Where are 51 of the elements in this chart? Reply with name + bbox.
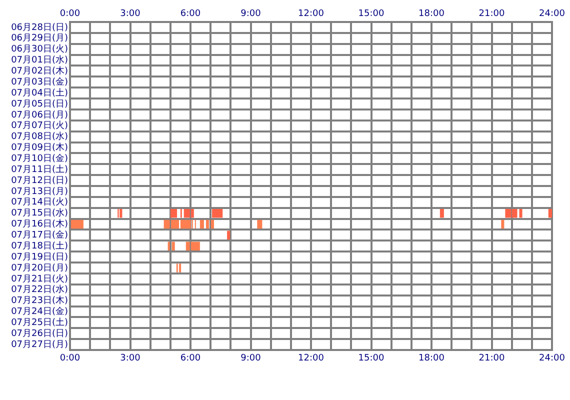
y-tick-label: 07月12日(日) bbox=[11, 176, 68, 186]
x-tick-label: 24:00 bbox=[539, 8, 566, 19]
x-tick-label: 6:00 bbox=[180, 8, 201, 19]
y-tick-label: 07月17日(金) bbox=[11, 230, 68, 241]
y-tick-label: 07月03日(金) bbox=[11, 76, 68, 88]
y-tick-label: 07月26日(日) bbox=[11, 328, 68, 339]
x2-tick-label: 6:00 bbox=[180, 354, 201, 364]
bar bbox=[71, 220, 84, 229]
y-tick-label: 07月27日(月) bbox=[11, 340, 68, 350]
y-tick-label: 07月18日(土) bbox=[11, 240, 68, 252]
y-tick-label: 07月25日(土) bbox=[11, 317, 68, 328]
y-tick-label: 07月19日(日) bbox=[11, 252, 68, 262]
y-tick-label: 06月29日(月) bbox=[11, 34, 68, 44]
x-tick-label: 3:00 bbox=[120, 8, 141, 19]
y-tick-label: 07月16日(木) bbox=[11, 218, 68, 230]
y-tick-label: 07月10日(金) bbox=[11, 153, 68, 164]
y-tick-label: 07月04日(土) bbox=[11, 87, 68, 98]
y-tick-label: 07月23日(木) bbox=[11, 295, 68, 306]
x2-tick-label: 0:00 bbox=[60, 354, 80, 364]
x2-tick-label: 24:00 bbox=[539, 354, 566, 364]
bar bbox=[172, 242, 175, 251]
x-tick-label: 18:00 bbox=[418, 8, 445, 19]
y-tick-label: 07月02日(木) bbox=[11, 66, 68, 77]
y-tick-label: 06月28日(日) bbox=[11, 22, 68, 33]
y-tick-label: 07月15日(水) bbox=[11, 208, 68, 219]
y-tick-label: 07月14日(火) bbox=[11, 196, 68, 208]
y-tick-label: 07月13日(月) bbox=[11, 186, 68, 197]
x2-tick-label: 9:00 bbox=[240, 354, 262, 364]
x2-tick-label: 3:00 bbox=[120, 354, 141, 364]
x-tick-label: 12:00 bbox=[298, 8, 324, 19]
y-tick-label: 07月21日(火) bbox=[11, 273, 68, 284]
y-tick-label: 07月20日(月) bbox=[11, 263, 68, 274]
y-tick-label: 07月05日(日) bbox=[11, 99, 68, 110]
bar bbox=[548, 208, 552, 218]
x-tick-label: 9:00 bbox=[240, 8, 262, 19]
y-tick-label: 07月08日(水) bbox=[11, 131, 68, 142]
x-tick-label: 21:00 bbox=[478, 8, 505, 19]
y-tick-label: 07月24日(金) bbox=[11, 306, 68, 318]
y-tick-label: 06月30日(火) bbox=[11, 44, 68, 55]
y-tick-label: 07月01日(水) bbox=[11, 54, 68, 66]
y-tick-label: 07月22日(水) bbox=[11, 284, 68, 296]
x2-tick-label: 18:00 bbox=[418, 354, 445, 364]
y-tick-label: 07月06日(月) bbox=[11, 110, 68, 120]
x2-tick-label: 15:00 bbox=[358, 354, 384, 364]
x2-tick-label: 12:00 bbox=[298, 354, 324, 364]
y-tick-label: 07月11日(土) bbox=[11, 164, 68, 175]
y-tick-label: 07月09日(木) bbox=[11, 142, 68, 154]
x-tick-label: 0:00 bbox=[60, 8, 80, 19]
y-tick-label: 07月07日(火) bbox=[11, 120, 68, 132]
x2-tick-label: 21:00 bbox=[478, 354, 505, 364]
x-tick-label: 15:00 bbox=[358, 8, 384, 19]
